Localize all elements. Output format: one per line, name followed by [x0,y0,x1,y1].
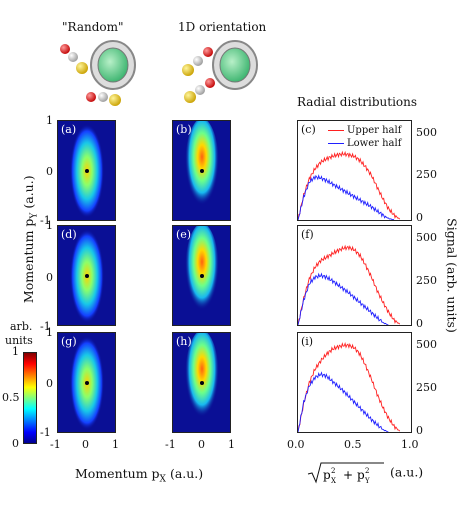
center-marker [199,380,204,385]
random-molecules-illustration [60,40,136,106]
svg-text:+: + [343,468,353,482]
radial-y-axis-title: Signal (arb. units) [444,218,460,333]
series-line-lower [298,174,395,220]
panel-label: (e) [176,228,192,241]
radial-y-tick-500: 500 [416,231,437,244]
x-tick-mid: 0 [198,438,205,451]
center-marker [199,168,204,173]
center-marker [84,168,89,173]
radial-y-tick-500: 500 [416,338,437,351]
panel-label: (c) [301,123,316,136]
colorbar-tick-bottom: 0 [12,437,19,450]
svg-text:2: 2 [331,467,335,475]
radial-y-tick-0: 0 [416,211,423,224]
panel-d-random-row2: (d) [57,225,116,326]
panel-b-oriented-row1: (b) [172,120,231,221]
y-tick-top: 1 [46,114,53,127]
oriented-column-title: 1D orientation [178,20,267,34]
colorbar-label-bottom: units [5,334,33,347]
radial-panel-i: (i) [297,332,412,433]
x-tick-left: -1 [50,438,61,451]
svg-text:X: X [331,477,336,485]
legend-swatch-upper [328,130,344,131]
colorbar-tick-top: 1 [12,345,19,358]
x-tick-right: 1 [228,438,235,451]
y-tick-mid: 0 [46,165,53,178]
radial-y-tick-250: 250 [416,381,437,394]
series-line-lower [298,272,389,325]
y-tick-top: 1 [46,219,53,232]
x-tick-right: 1 [112,438,119,451]
panel-g-random-row3: (g) [57,332,116,433]
legend-lower-label: Lower half [347,138,402,149]
radial-x-axis-title: p 2 X + p 2 Y (a.u.) [306,460,423,486]
colorbar [23,352,37,444]
random-column-title: "Random" [62,20,124,34]
y-tick-bottom: -1 [40,214,51,227]
radial-legend: Upper half Lower half [328,124,401,150]
center-marker [84,273,89,278]
panel-label: (g) [61,335,77,348]
panel-label: (h) [176,335,192,348]
svg-text:p: p [357,468,365,482]
colorbar-tick-mid: 0.5 [2,391,20,404]
radial-panel-c: (c) Upper half Lower half [297,120,412,221]
legend-upper-label: Upper half [347,125,402,136]
series-line-lower [298,371,389,432]
colorbar-label-top: arb. [10,320,33,333]
svg-text:2: 2 [365,467,369,475]
y-tick-mid: 0 [46,377,53,390]
oriented-molecules-illustration [182,40,258,103]
panel-label: (a) [61,123,77,136]
radial-y-tick-0: 0 [416,317,423,330]
radial-x-tick-0: 0.0 [287,438,305,451]
y-axis-title: Momentum pY (a.u.) [20,175,40,304]
panel-label: (f) [301,228,314,241]
radial-y-tick-0: 0 [416,424,423,437]
y-tick-bottom: -1 [40,426,51,439]
x-tick-mid: 0 [82,438,89,451]
series-line-upper [298,244,401,325]
radial-y-tick-250: 250 [416,168,437,181]
panel-label: (i) [301,335,314,348]
panel-e-oriented-row2: (e) [172,225,231,326]
sqrt-formula: p 2 X + p 2 Y [307,462,384,485]
radial-x-tick-05: 0.5 [344,438,362,451]
panel-h-oriented-row3: (h) [172,332,231,433]
panel-label: (b) [176,123,192,136]
series-line-upper [298,342,401,432]
radial-panel-f: (f) [297,225,412,326]
center-marker [199,273,204,278]
radial-y-tick-250: 250 [416,274,437,287]
svg-text:Y: Y [364,477,370,485]
panel-label: (d) [61,228,77,241]
svg-text:p: p [323,468,331,482]
center-marker [84,380,89,385]
x-tick-left: -1 [165,438,176,451]
radial-x-tick-1: 1.0 [401,438,419,451]
radial-y-tick-500: 500 [416,126,437,139]
y-tick-top: 1 [46,326,53,339]
y-tick-bottom: -1 [40,320,51,333]
legend-swatch-lower [328,143,344,144]
x-axis-title: Momentum pX (a.u.) [75,466,204,485]
panel-a-random-row1: (a) [57,120,116,221]
series-line-upper [298,150,401,220]
y-tick-mid: 0 [46,271,53,284]
radial-column-title: Radial distributions [297,95,418,109]
